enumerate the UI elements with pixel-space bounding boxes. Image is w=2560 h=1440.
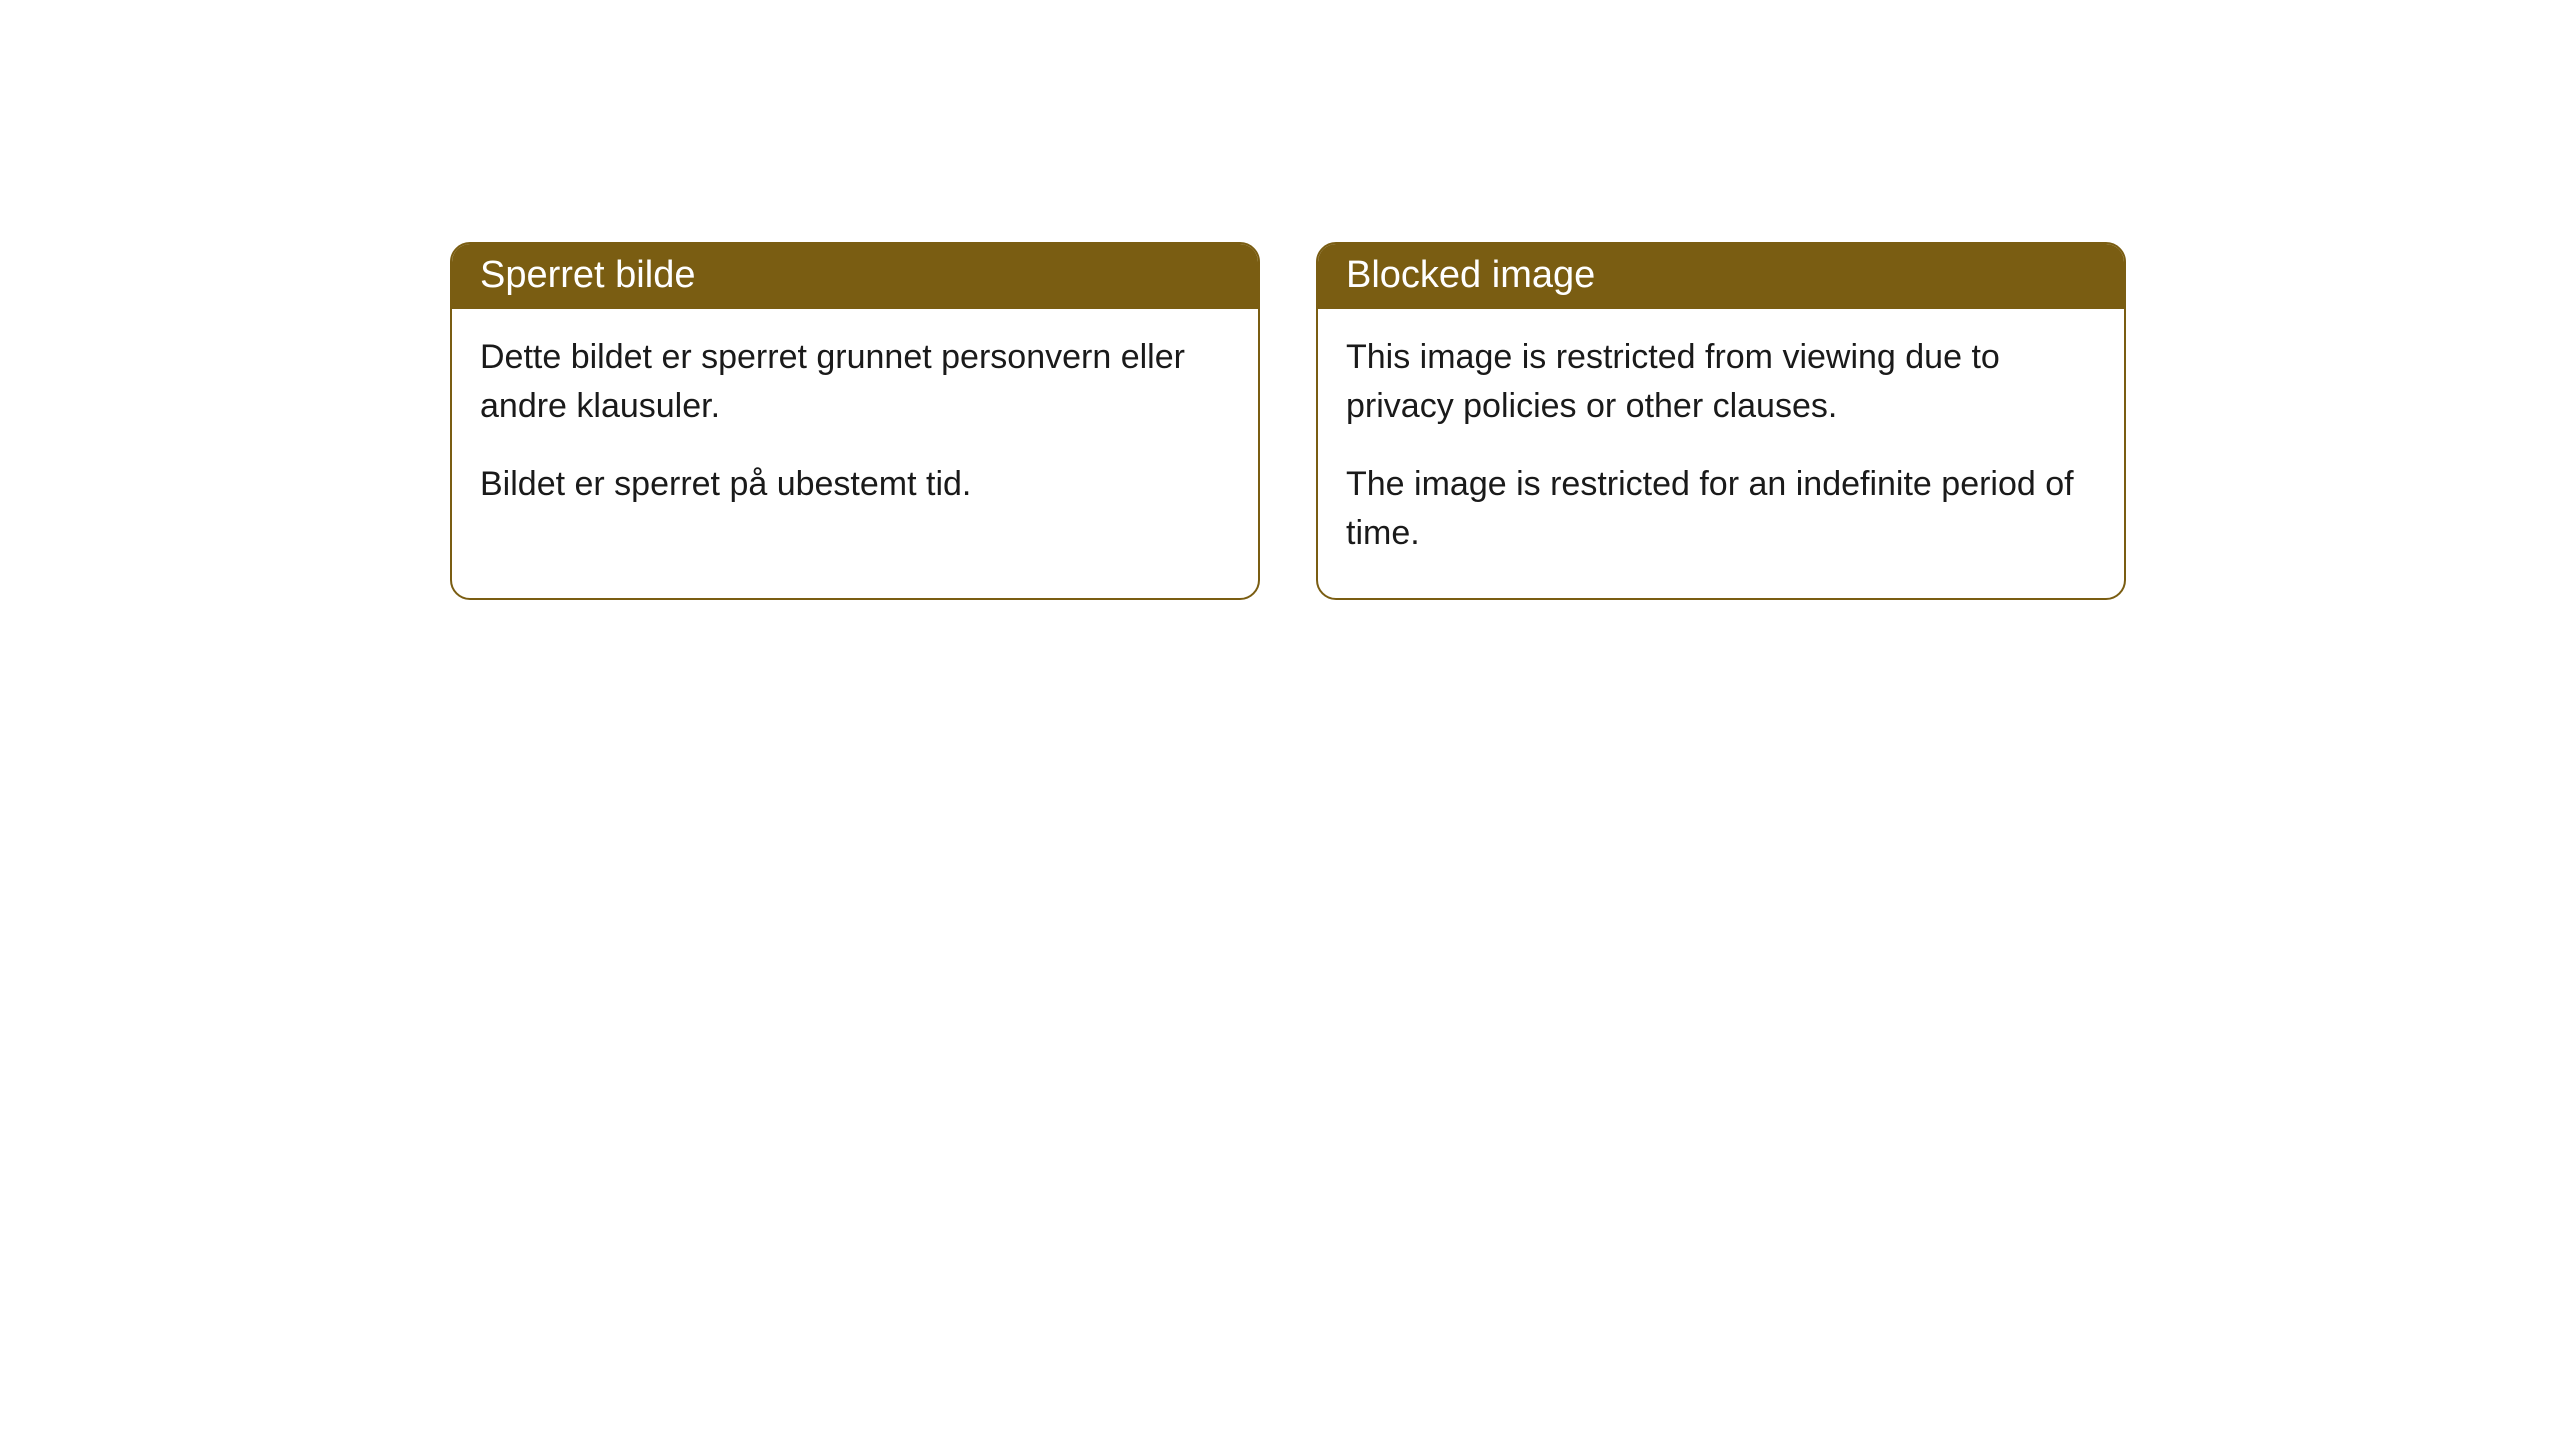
blocked-image-card-norwegian: Sperret bilde Dette bildet er sperret gr… xyxy=(450,242,1260,600)
card-paragraph: This image is restricted from viewing du… xyxy=(1346,333,2096,432)
card-paragraph: Dette bildet er sperret grunnet personve… xyxy=(480,333,1230,432)
card-paragraph: Bildet er sperret på ubestemt tid. xyxy=(480,460,1230,509)
card-paragraph: The image is restricted for an indefinit… xyxy=(1346,460,2096,559)
notice-cards-container: Sperret bilde Dette bildet er sperret gr… xyxy=(450,242,2126,600)
card-title: Blocked image xyxy=(1346,254,1595,296)
card-header: Sperret bilde xyxy=(452,244,1258,309)
blocked-image-card-english: Blocked image This image is restricted f… xyxy=(1316,242,2126,600)
card-body: This image is restricted from viewing du… xyxy=(1318,309,2124,598)
card-body: Dette bildet er sperret grunnet personve… xyxy=(452,309,1258,549)
card-title: Sperret bilde xyxy=(480,254,695,296)
card-header: Blocked image xyxy=(1318,244,2124,309)
